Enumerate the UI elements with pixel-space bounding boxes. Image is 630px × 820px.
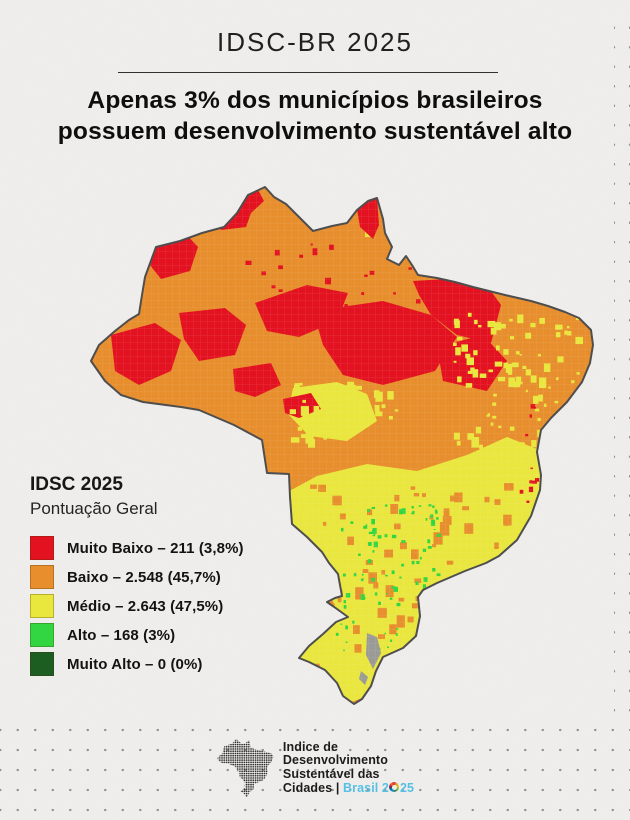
idsc-logo-halftone-map-icon — [217, 739, 274, 797]
headline-line-2: possuem desenvolvimento sustentável alto — [57, 117, 573, 145]
legend-subtitle: Pontuação Geral — [30, 499, 158, 518]
idsc-logo: Indice de Desenvolvimento Sustentável da… — [0, 739, 630, 797]
legend-label: Muito Baixo – 211 (3,8%) — [67, 539, 244, 557]
map-legend: IDSC 2025 Pontuação Geral Muito Baixo – … — [30, 474, 244, 681]
logo-line-4-prefix: Cidades | — [282, 780, 343, 795]
idsc-logo-text: Indice de Desenvolvimento Sustentável da… — [282, 739, 415, 796]
page-title: IDSC-BR 2025 — [217, 27, 413, 57]
headline-line-1: Apenas 3% dos municípios brasileiros — [87, 87, 543, 114]
legend-row-muito-alto: Muito Alto – 0 (0%) — [30, 652, 244, 676]
legend-label: Médio – 2.643 (47,5%) — [67, 597, 224, 615]
legend-label: Baixo – 2.548 (45,7%) — [67, 568, 221, 586]
legend-swatch-muito-alto — [30, 652, 54, 676]
legend-items: Muito Baixo – 211 (3,8%) Baixo – 2.548 (… — [30, 536, 244, 676]
legend-swatch-muito-baixo — [30, 536, 54, 560]
legend-row-muito-baixo: Muito Baixo – 211 (3,8%) — [30, 536, 244, 560]
title-divider — [118, 72, 498, 73]
legend-row-medio: Médio – 2.643 (47,5%) — [30, 594, 244, 618]
legend-swatch-alto — [30, 623, 54, 647]
legend-label: Muito Alto – 0 (0%) — [67, 655, 203, 673]
logo-line-1: Indice de — [282, 739, 339, 754]
logo-line-3: Sustentável das — [282, 767, 380, 781]
logo-line-2: Desenvolvimento — [282, 753, 388, 768]
legend-row-alto: Alto – 168 (3%) — [30, 623, 244, 647]
sdg-wheel-icon — [389, 782, 400, 793]
legend-swatch-medio — [30, 594, 54, 618]
headline: Apenas 3% dos municípios brasileiros pos… — [0, 86, 630, 147]
legend-row-baixo: Baixo – 2.548 (45,7%) — [30, 565, 244, 589]
legend-swatch-baixo — [30, 565, 54, 589]
brand-brasil-2025: Brasil 2 25 — [343, 780, 415, 795]
legend-title: IDSC 2025 — [30, 474, 123, 495]
legend-label: Alto – 168 (3%) — [67, 626, 176, 644]
logo-line-4: Cidades | Brasil 2 25 — [282, 780, 415, 796]
